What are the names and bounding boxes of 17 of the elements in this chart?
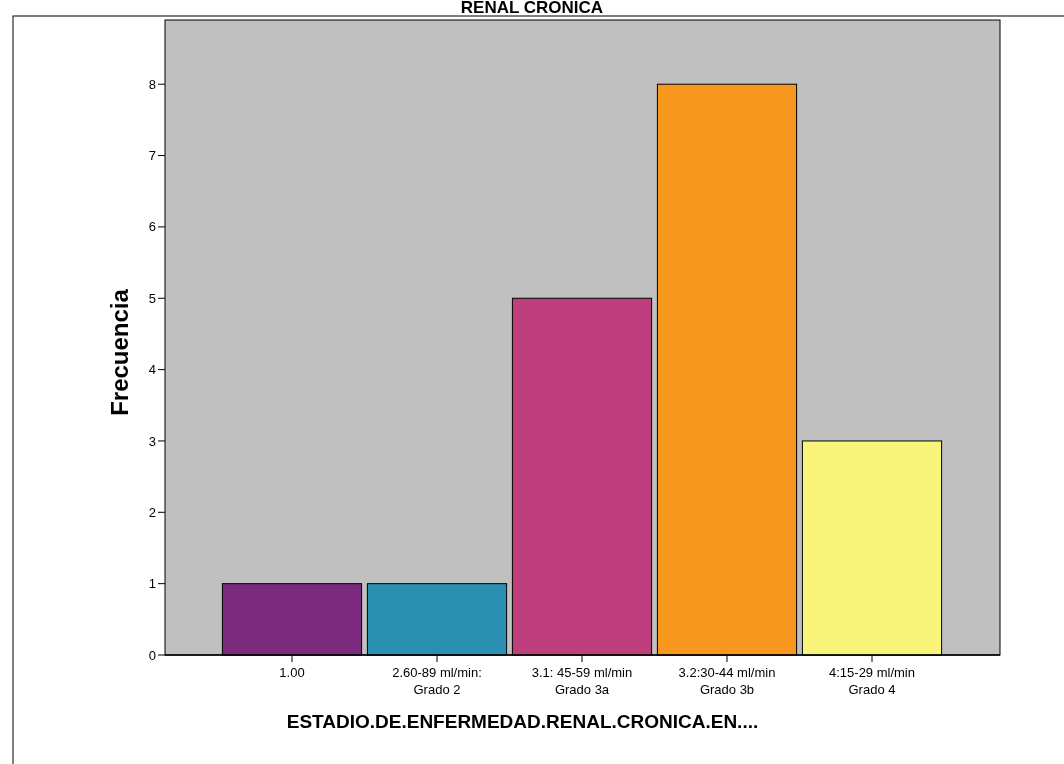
y-tick-label: 1 [148, 576, 156, 592]
x-tick-label: 1.00 [279, 665, 305, 680]
x-tick-label: 3.2:30-44 ml/min Grado 3b [678, 665, 776, 697]
y-tick-label: 2 [148, 504, 156, 520]
y-tick-label: 5 [148, 290, 156, 306]
x-tick-label: 2.60-89 ml/min: Grado 2 [392, 665, 482, 697]
y-tick-label: 7 [148, 148, 156, 164]
y-tick-label: 8 [148, 76, 156, 92]
y-tick-label: 4 [148, 362, 156, 378]
y-tick-label: 3 [148, 433, 156, 449]
x-tick-label: 4:15-29 ml/min Grado 4 [829, 665, 915, 697]
x-axis-title: ESTADIO.DE.ENFERMEDAD.RENAL.CRONICA.EN.... [286, 711, 759, 732]
y-axis-title: Frecuencia [106, 288, 133, 416]
y-tick-label: 0 [148, 647, 156, 663]
y-tick-label: 6 [148, 219, 156, 235]
x-tick-label: 3.1: 45-59 ml/min Grado 3a [531, 665, 633, 697]
chart-title: RENAL CRONICA [460, 0, 604, 17]
